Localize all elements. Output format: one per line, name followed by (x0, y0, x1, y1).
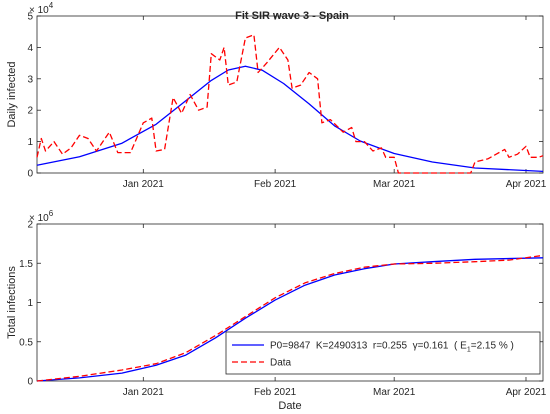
x-tick-label: Jan 2021 (123, 179, 165, 190)
x-axis-label: Date (278, 400, 301, 412)
y-exponent-power: 4 (49, 1, 54, 10)
y-tick-label: 2 (27, 220, 33, 231)
y-tick-label: 4 (27, 43, 33, 54)
y-tick-label: 1.5 (19, 259, 33, 270)
y-tick-label: 1 (27, 298, 33, 309)
y-exponent-base: × 10 (29, 5, 49, 16)
axes-frame (36, 15, 544, 174)
legend-entry-label: P0=9847 K=2490313 r=0.255 γ=0.161 ( E (270, 341, 467, 352)
fit-series-line (36, 65, 544, 173)
legend-entry: Data (270, 358, 292, 369)
y-exponent-base: × 10 (29, 213, 49, 224)
y-tick-label: 5 (27, 12, 33, 23)
x-tick-label: Apr 2021 (506, 179, 547, 190)
y-tick-label: 3 (27, 74, 33, 85)
y-tick-label: 1 (27, 137, 33, 148)
total-infections-panel: 0 0.5 1 1.5 2 Jan 2021 Feb 2021 Mar 2021 Apr 202… (6, 209, 547, 412)
x-tick-label: Jan 2021 (123, 387, 165, 398)
data-series-line (36, 254, 544, 382)
x-tick-label: Feb 2021 (254, 179, 297, 190)
y-exponent-label: × 104 (29, 1, 54, 16)
y-tick-label: 0.5 (19, 337, 33, 348)
legend-entry-label: Data (270, 358, 292, 369)
legend-entry-subscript: 1 (467, 347, 471, 354)
legend-entry-tail: =2.15 % ) (471, 341, 514, 352)
x-tick-label: Feb 2021 (254, 387, 297, 398)
daily-infected-panel: 0 1 2 3 4 5 Jan 2021 Feb 2021 Mar 2021 Apr 2021 × … (6, 1, 547, 190)
fit-series-line (36, 257, 544, 382)
legend-entry: P0=9847 K=2490313 r=0.255 γ=0.161 ( E1=2… (270, 341, 514, 354)
x-tick-label: Mar 2021 (373, 179, 416, 190)
y-axis-label: Daily infected (6, 61, 18, 127)
x-tick-label: Apr 2021 (506, 387, 547, 398)
y-tick-label: 2 (27, 106, 33, 117)
y-exponent-power: 6 (49, 209, 54, 218)
y-tick-label: 0 (27, 377, 33, 388)
x-tick-label: Mar 2021 (373, 387, 416, 398)
y-exponent-label: × 106 (29, 209, 54, 224)
y-tick-label: 0 (27, 169, 33, 180)
y-axis-label: Total infections (6, 266, 18, 339)
data-series-line (36, 34, 544, 174)
legend-box (225, 331, 541, 375)
